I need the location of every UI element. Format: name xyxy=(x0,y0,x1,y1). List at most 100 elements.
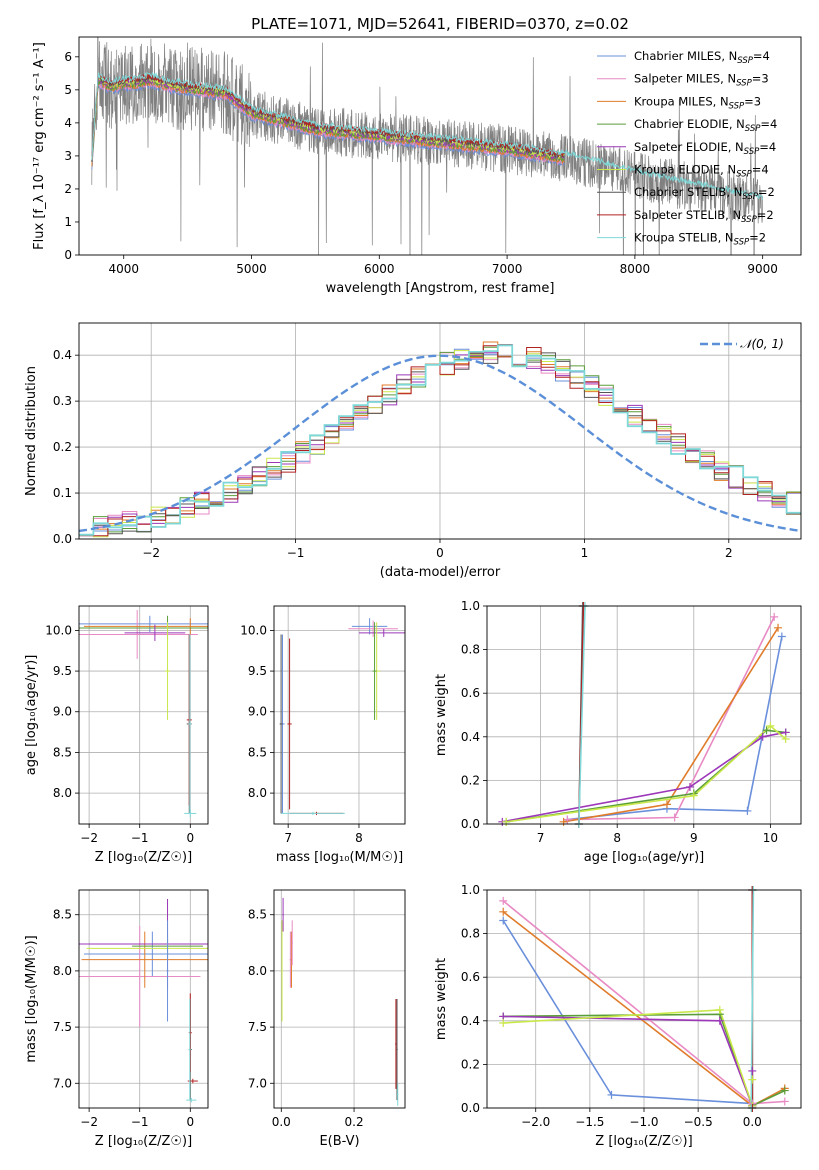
weight-marker xyxy=(780,1086,789,1095)
weight-marker xyxy=(499,896,508,905)
weight-marker xyxy=(743,806,752,815)
chart-mass_vs_Z: −2 −1 0 7.0 7.5 8.0 8.5 Z [log₁₀(Z/Z☉)] mass [lo… xyxy=(24,889,209,1149)
y-tick-label: 0.4 xyxy=(53,348,72,362)
y-tick-label: 0 xyxy=(64,248,72,262)
y-tick-label: 8.0 xyxy=(53,964,72,978)
weight-line xyxy=(578,606,586,824)
y-axis-label: Normed distribution xyxy=(24,366,39,496)
y-tick-label: 0.0 xyxy=(461,1101,480,1115)
weight-marker xyxy=(499,907,508,916)
weight-line xyxy=(563,627,779,823)
x-tick-label: 9 xyxy=(690,831,698,845)
legend-label: Kroupa STELIB, NSSP=2 xyxy=(634,231,766,248)
axes-frame xyxy=(78,605,209,825)
weight-marker xyxy=(748,1075,757,1084)
weight-line xyxy=(503,1015,754,1107)
axes-frame xyxy=(78,322,802,540)
y-tick-label: 0.0 xyxy=(461,817,480,831)
chart-weight_vs_Z: −2.0 −1.5 −1.0 −0.5 0.0 0.0 0.2 0.4 0.6 0.8 1.0 Z [… xyxy=(434,883,802,1149)
weight-marker xyxy=(780,1097,789,1106)
x-tick-label: −0.5 xyxy=(684,1115,713,1129)
y-tick-label: 8.0 xyxy=(248,964,267,978)
y-tick-label: 10.0 xyxy=(45,623,72,637)
axes-frame xyxy=(78,36,802,256)
y-tick-label: 0.4 xyxy=(461,730,480,744)
weight-line xyxy=(567,636,783,821)
chart-weight_vs_age: 7 8 9 10 0.0 0.2 0.4 0.6 0.8 1.0 age [log₁₀(age/yr… xyxy=(434,599,802,865)
y-tick-label: 10.0 xyxy=(240,623,267,637)
x-tick-label: 8 xyxy=(355,831,363,845)
y-tick-label: 7.5 xyxy=(53,1020,72,1034)
weight-marker xyxy=(499,1018,508,1027)
x-tick-label: −2 xyxy=(142,546,160,560)
legend-label: Kroupa ELODIE, NSSP=4 xyxy=(634,163,769,180)
y-tick-label: 7.5 xyxy=(248,1020,267,1034)
weight-marker xyxy=(502,817,511,826)
weight-marker xyxy=(766,721,775,730)
model-spectrum-9 xyxy=(91,71,764,200)
chart-residuals: −2 −1 0 1 2 0.0 0.1 0.2 0.3 0.4 (data-model)/error… xyxy=(24,322,802,580)
legend-label: Chabrier MILES, NSSP=4 xyxy=(634,49,770,66)
y-tick-label: 8.5 xyxy=(248,908,267,922)
x-tick-label: −1 xyxy=(131,1115,149,1129)
x-axis-label: wavelength [Angstrom, rest frame] xyxy=(326,281,555,296)
x-tick-label: −2 xyxy=(80,1115,98,1129)
plot-area xyxy=(502,606,787,824)
y-tick-label: 2 xyxy=(64,182,72,196)
legend-label: Kroupa MILES, NSSP=3 xyxy=(634,94,761,111)
x-tick-label: 0 xyxy=(186,1115,194,1129)
figure-title: PLATE=1071, MJD=52641, FIBERID=0370, z=0… xyxy=(251,15,629,33)
x-tick-label: 0 xyxy=(186,831,194,845)
weight-marker xyxy=(559,817,568,826)
weight-marker xyxy=(777,632,786,641)
weight-marker xyxy=(715,1016,724,1025)
y-tick-label: 5 xyxy=(64,83,72,97)
y-tick-label: 0.6 xyxy=(461,686,480,700)
y-tick-label: 0.8 xyxy=(461,927,480,941)
x-tick-label: 8000 xyxy=(620,262,651,276)
x-axis-label: Z [log₁₀(Z/Z☉)] xyxy=(95,1134,192,1149)
histogram-4 xyxy=(79,346,801,536)
x-tick-label: 0.2 xyxy=(345,1115,364,1129)
y-tick-label: 7.0 xyxy=(248,1076,267,1090)
x-tick-label: 2 xyxy=(725,546,733,560)
y-tick-label: 0.3 xyxy=(53,394,72,408)
y-tick-label: 0.0 xyxy=(53,532,72,546)
y-axis-label: mass weight xyxy=(434,674,449,756)
chart-spectrum: 4000 5000 6000 7000 8000 9000 0 1 2 3 4 5 6 wavelengt… xyxy=(32,36,802,296)
weight-marker xyxy=(499,916,508,925)
y-tick-label: 3 xyxy=(64,149,72,163)
x-tick-label: −1.0 xyxy=(629,1115,658,1129)
chart-age_vs_mass: 7 8 8.0 8.5 9.0 9.5 10.0 mass [log₁₀(M/M☉)] xyxy=(240,605,406,865)
y-tick-label: 1 xyxy=(64,215,72,229)
y-tick-label: 9.0 xyxy=(248,705,267,719)
y-tick-label: 0.2 xyxy=(53,440,72,454)
chart-mass_vs_ebv: 0.0 0.2 7.0 7.5 8.0 8.5 E(B-V) xyxy=(248,889,406,1149)
y-axis-label: mass weight xyxy=(434,958,449,1040)
x-axis-label: age [log₁₀(age/yr)] xyxy=(584,850,705,865)
model-spectrum-8 xyxy=(91,73,565,158)
legend-label: Salpeter MILES, NSSP=3 xyxy=(634,72,769,89)
weight-marker xyxy=(662,800,671,809)
x-tick-label: 0.0 xyxy=(272,1115,291,1129)
weight-line xyxy=(750,890,755,1108)
weight-marker xyxy=(774,623,783,632)
y-tick-label: 8.5 xyxy=(53,908,72,922)
x-tick-label: −1.5 xyxy=(575,1115,604,1129)
weight-marker xyxy=(607,1090,616,1099)
y-tick-label: 0.2 xyxy=(461,773,480,787)
x-tick-label: 7 xyxy=(284,831,292,845)
y-axis-label: mass [log₁₀(M/M☉)] xyxy=(24,935,39,1062)
y-tick-label: 0.2 xyxy=(461,1057,480,1071)
x-tick-label: 10 xyxy=(763,831,778,845)
y-tick-label: 8.5 xyxy=(248,745,267,759)
x-tick-label: 7000 xyxy=(492,262,523,276)
plot-area xyxy=(79,610,208,818)
x-tick-label: 1 xyxy=(581,546,589,560)
weight-marker xyxy=(685,782,694,791)
chart-age_vs_Z: −2 −1 0 8.0 8.5 9.0 9.5 10.0 Z [log₁₀(Z/Z☉)] age … xyxy=(24,605,209,865)
x-tick-label: 5000 xyxy=(236,262,267,276)
weight-line xyxy=(503,1009,754,1107)
axes-frame xyxy=(486,605,802,825)
axes-frame xyxy=(486,889,802,1109)
